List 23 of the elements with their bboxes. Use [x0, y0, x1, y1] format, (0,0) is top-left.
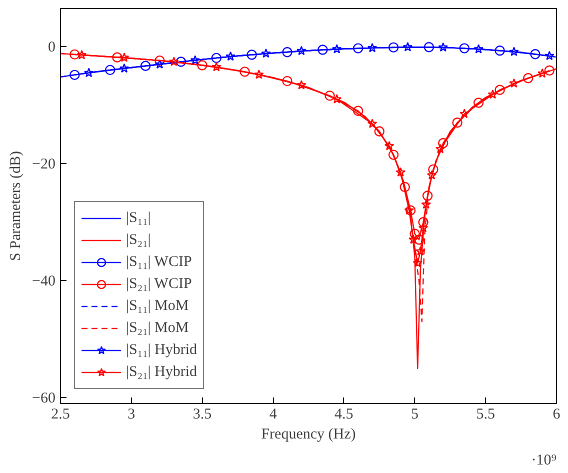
x-tick-label: 4.5	[334, 406, 354, 422]
legend-label: |S₁₁| MoM	[126, 298, 189, 314]
y-tick-label: −60	[32, 390, 56, 407]
x-tick-label: 2.5	[51, 406, 70, 422]
x-tick-label: 5	[411, 406, 419, 422]
x-tick-label: 5.5	[476, 406, 496, 422]
x-tick-label: 3.5	[192, 406, 212, 422]
legend-label: |S₁₁| Hybrid	[126, 342, 198, 358]
x-tick-label: 6	[552, 406, 561, 422]
legend-label: |S₁₁| WCIP	[126, 254, 192, 270]
legend-label: |S₂₁| WCIP	[126, 276, 192, 292]
y-tick-label: −20	[32, 156, 56, 173]
x-tick-label: 4	[269, 406, 278, 422]
y-tick-label: 0	[48, 40, 56, 56]
legend-label: |S₂₁| Hybrid	[126, 364, 198, 380]
text: ·10⁹	[531, 452, 557, 468]
legend-label: |S₂₁|	[126, 232, 151, 248]
x-tick-label: 3	[128, 406, 136, 422]
y-tick-label: −40	[32, 274, 56, 290]
legend-label: |S₂₁| MoM	[126, 320, 189, 336]
legend-label: |S₁₁|	[126, 210, 151, 226]
y-axis-title: S Parameters (dB)	[8, 151, 24, 261]
x-axis-title: Frequency (Hz)	[261, 426, 356, 442]
